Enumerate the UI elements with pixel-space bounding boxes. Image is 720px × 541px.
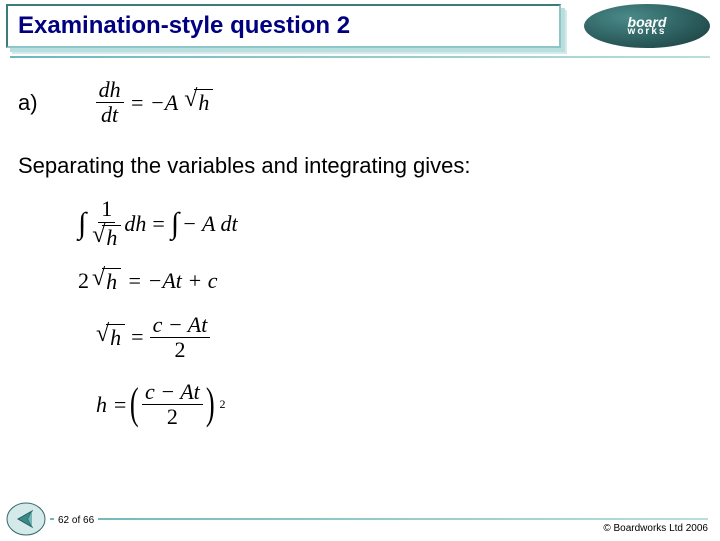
back-button[interactable] xyxy=(6,502,46,536)
eq4-sqrt: √ h xyxy=(96,324,125,351)
eq1-num: dh xyxy=(96,78,124,103)
equation-5: h = ( c − At 2 ) 2 xyxy=(96,380,702,429)
page-number: 62 of 66 xyxy=(54,515,98,526)
body-text: Separating the variables and integrating… xyxy=(18,153,702,179)
logo: board works xyxy=(582,2,712,50)
integral-icon: ∫ xyxy=(78,207,86,241)
eq1-rhs-prefix: = −A xyxy=(130,90,179,116)
eq2-dh: dh xyxy=(124,211,146,237)
eq2-den: √h xyxy=(89,223,124,250)
eq4-num: c − At xyxy=(150,313,211,338)
eq3-sqrt-arg: h xyxy=(102,268,121,295)
eq2-num: 1 xyxy=(98,197,115,222)
eq5-exp: 2 xyxy=(219,397,225,412)
eq5-den: 2 xyxy=(164,405,181,429)
page-title: Examination-style question 2 xyxy=(18,12,350,40)
row-part-a: a) dh dt = −A √ h xyxy=(18,78,702,127)
eq1-den: dt xyxy=(98,103,121,127)
eq5-num: c − At xyxy=(142,380,203,405)
copyright: © Boardworks Ltd 2006 xyxy=(603,523,708,534)
equation-1: dh dt = −A √ h xyxy=(96,78,214,127)
footer: 62 of 66 © Boardworks Ltd 2006 xyxy=(0,500,720,540)
left-paren-icon: ( xyxy=(130,389,139,420)
eq3-sqrt: √ h xyxy=(92,268,121,295)
eq4-frac: c − At 2 xyxy=(150,313,211,362)
eq2-frac: 1 √h xyxy=(89,197,124,249)
back-arrow-icon xyxy=(6,502,46,536)
eq3-rhs: = −At + c xyxy=(127,268,217,294)
header: Examination-style question 2 board works xyxy=(0,0,720,52)
eq5-lhs: h = xyxy=(96,392,127,418)
eq4-den: 2 xyxy=(171,338,188,362)
eq5-frac: c − At 2 xyxy=(142,380,203,429)
equation-3: 2 √ h = −At + c xyxy=(78,268,702,295)
eq2-sqrt-arg: h xyxy=(102,225,121,250)
integral-icon: ∫ xyxy=(171,207,179,241)
eq4-eq: = xyxy=(131,324,143,350)
eq1-fraction: dh dt xyxy=(96,78,124,127)
title-box: Examination-style question 2 xyxy=(6,4,561,48)
eq2-eq: = xyxy=(152,211,164,237)
header-rule xyxy=(10,56,710,58)
part-label: a) xyxy=(18,90,38,116)
equation-2: ∫ 1 √h dh = ∫ − A dt xyxy=(78,197,702,249)
footer-rule xyxy=(50,518,708,520)
eq1-sqrt-arg: h xyxy=(194,89,213,116)
eq4-sqrt-arg: h xyxy=(106,324,125,351)
eq1-sqrt: √ h xyxy=(184,89,213,116)
logo-sub: works xyxy=(628,27,667,37)
eq3-coef: 2 xyxy=(78,268,89,294)
logo-text: board works xyxy=(628,15,667,37)
logo-oval: board works xyxy=(584,4,710,48)
eq5-paren: ( c − At 2 ) xyxy=(127,380,217,429)
eq2-rhs: − A dt xyxy=(182,211,238,237)
content-area: a) dh dt = −A √ h Separating the variabl… xyxy=(18,78,702,448)
equation-4: √ h = c − At 2 xyxy=(96,313,702,362)
right-paren-icon: ) xyxy=(206,389,215,420)
